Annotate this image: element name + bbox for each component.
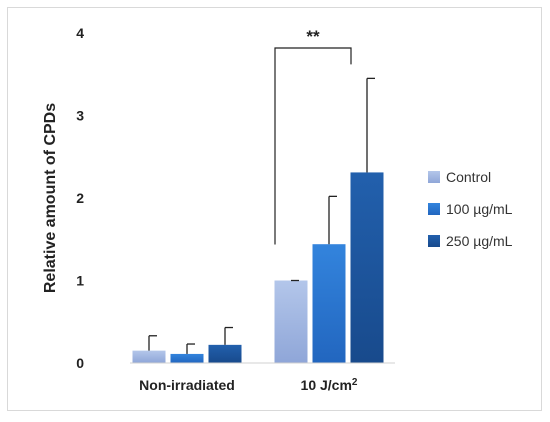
significance-bracket — [274, 47, 352, 245]
y-tick-label: 0 — [76, 355, 84, 371]
bar — [274, 280, 308, 363]
significance-label: ** — [306, 27, 320, 46]
category-label: Non-irradiated — [139, 377, 235, 393]
y-axis-label: Relative amount of CPDs — [42, 103, 59, 293]
legend-swatch — [428, 203, 440, 215]
legend-label: 100 µg/mL — [446, 201, 513, 217]
legend-label: 250 µg/mL — [446, 233, 513, 249]
y-tick-label: 3 — [76, 108, 84, 124]
bar — [312, 244, 346, 363]
bar — [132, 350, 166, 363]
y-tick-label: 2 — [76, 190, 84, 206]
legend-swatch — [428, 171, 440, 183]
y-tick-label: 4 — [76, 25, 84, 41]
y-tick-label: 1 — [76, 273, 84, 289]
category-label: 10 J/cm2 — [301, 377, 358, 394]
bar — [350, 172, 384, 363]
category-label-superscript: 2 — [352, 377, 358, 388]
legend-swatch — [428, 235, 440, 247]
bar — [170, 353, 204, 363]
bar — [208, 344, 242, 363]
legend-label: Control — [446, 169, 491, 185]
